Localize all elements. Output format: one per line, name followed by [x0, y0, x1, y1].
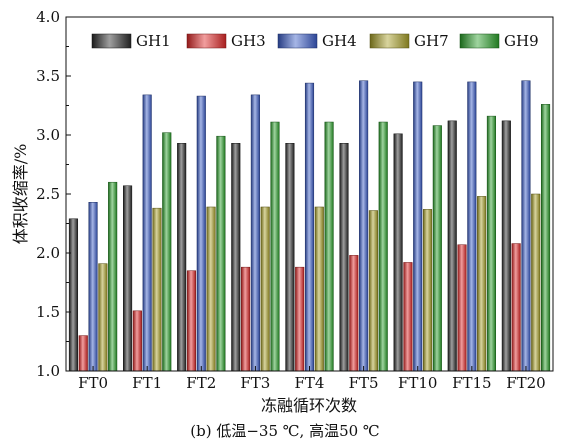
- x-tick-label: FT0: [78, 374, 108, 392]
- x-tick-label: FT2: [186, 374, 216, 392]
- bar-gh3-ft20: [511, 243, 521, 372]
- legend-label-gh9: GH9: [504, 32, 539, 50]
- x-tick-label: FT20: [506, 374, 546, 392]
- legend-swatch-gh4: [277, 33, 318, 49]
- bar-gh1-ft15: [447, 120, 457, 372]
- bar-chart: 1.0 1.5 2.0 2.5 3.0 3.5 4.0 FT0 FT1 FT2 FT3 FT4 FT5…: [11, 8, 554, 415]
- legend-swatch-gh1: [91, 33, 132, 49]
- y-tick-label: 1.0: [36, 362, 60, 380]
- bar-gh1-ft5: [339, 143, 349, 372]
- bar-gh9-ft3: [270, 121, 280, 372]
- y-tick-label: 1.5: [36, 303, 60, 321]
- y-tick-label: 3.0: [36, 126, 60, 144]
- bar-gh3-ft10: [403, 262, 413, 372]
- bar-gh9-ft20: [540, 104, 551, 372]
- bar-gh4-ft2: [196, 95, 206, 372]
- bar-gh4-ft5: [359, 80, 369, 372]
- bar-gh7-ft3: [260, 206, 270, 372]
- bar-gh3-ft1: [132, 310, 142, 372]
- bar-gh1-ft4: [285, 143, 295, 372]
- bar-gh3-ft15: [457, 244, 467, 372]
- y-tick-label: 4.0: [36, 8, 60, 26]
- legend-label-gh7: GH7: [414, 32, 449, 50]
- bar-gh3-ft5: [349, 255, 359, 372]
- bar-gh1-ft0: [68, 218, 79, 372]
- bar-gh7-ft2: [206, 206, 216, 372]
- bar-gh4-ft0: [88, 202, 98, 372]
- y-axis-label: 体积收缩率/%: [11, 144, 30, 245]
- x-tick-label: FT10: [398, 374, 438, 392]
- bar-gh9-ft0: [108, 181, 118, 372]
- bar-gh1-ft2: [177, 143, 187, 372]
- bar-gh3-ft0: [78, 335, 88, 372]
- bar-gh9-ft15: [486, 115, 496, 372]
- bar-gh1-ft1: [123, 185, 133, 372]
- legend-label-gh4: GH4: [322, 32, 357, 50]
- bar-gh4-ft4: [304, 82, 315, 372]
- bar-gh4-ft3: [250, 94, 260, 372]
- bar-gh3-ft3: [241, 266, 251, 372]
- legend-swatch-gh7: [369, 33, 410, 49]
- bar-gh9-ft4: [324, 121, 334, 372]
- x-tick-label: FT3: [240, 374, 270, 392]
- bar-gh4-ft1: [142, 94, 152, 372]
- figure-caption: (b) 低温−35 ℃, 高温50 ℃: [190, 422, 380, 440]
- x-axis: FT0 FT1 FT2 FT3 FT4 FT5 FT10 FT15 FT20: [78, 366, 546, 392]
- legend-swatch-gh3: [186, 33, 227, 49]
- bar-gh1-ft10: [393, 133, 403, 372]
- x-tick-label: FT1: [132, 374, 162, 392]
- bar-gh7-ft20: [531, 193, 541, 372]
- legend: GH1 GH3 GH4 GH7 GH9: [91, 32, 539, 50]
- legend-label-gh3: GH3: [231, 32, 266, 50]
- bar-gh4-ft20: [521, 80, 531, 372]
- bar-gh7-ft5: [368, 210, 378, 372]
- y-tick-label: 2.0: [36, 244, 60, 262]
- y-tick-label: 2.5: [36, 185, 60, 203]
- y-axis: 1.0 1.5 2.0 2.5 3.0 3.5 4.0: [36, 8, 71, 380]
- bar-gh7-ft1: [152, 207, 162, 372]
- x-axis-label: 冻融循环次数: [261, 396, 357, 415]
- bar-gh1-ft20: [501, 120, 511, 372]
- bar-gh1-ft3: [231, 143, 241, 372]
- legend-label-gh1: GH1: [136, 32, 171, 50]
- bar-gh3-ft4: [295, 266, 305, 372]
- bar-gh4-ft10: [413, 81, 423, 372]
- bar-gh7-ft4: [314, 206, 324, 372]
- bar-gh7-ft10: [422, 209, 433, 372]
- bar-gh9-ft2: [216, 135, 226, 372]
- x-tick-label: FT5: [349, 374, 379, 392]
- legend-swatch-gh9: [459, 33, 500, 49]
- bar-gh7-ft0: [98, 263, 108, 372]
- bar-gh9-ft1: [162, 132, 172, 372]
- bar-gh3-ft2: [186, 270, 197, 372]
- x-tick-label: FT4: [295, 374, 325, 392]
- y-tick-label: 3.5: [36, 67, 60, 85]
- bar-gh4-ft15: [467, 81, 477, 372]
- bar-gh9-ft10: [432, 125, 442, 372]
- bars-group: [68, 80, 551, 372]
- x-tick-label: FT15: [452, 374, 492, 392]
- bar-gh7-ft15: [477, 196, 487, 372]
- bar-gh9-ft5: [378, 121, 388, 372]
